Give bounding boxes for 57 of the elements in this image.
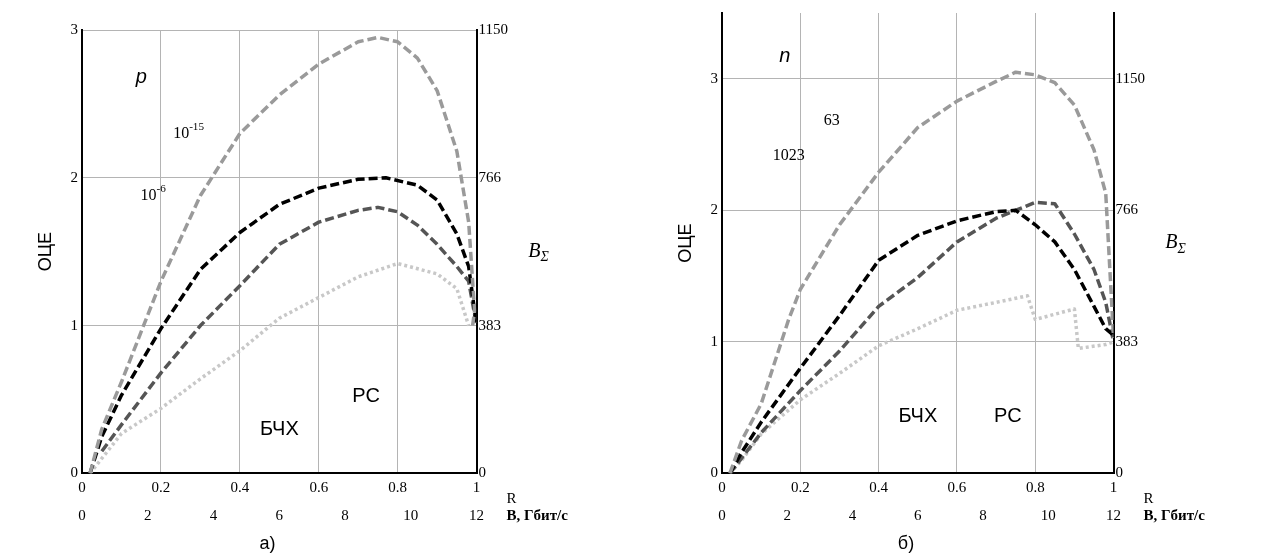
x2-tick-label: 8 — [979, 507, 987, 524]
y2-tick-label: 0 — [478, 464, 487, 481]
annotation: p — [134, 65, 147, 88]
x2-tick-label: 6 — [914, 507, 923, 524]
y-axis-title: ОЦЕ — [34, 232, 55, 272]
y-tick-label: 1 — [710, 332, 719, 349]
y2-tick-label: 1150 — [478, 20, 509, 37]
y2-tick-label: 383 — [478, 316, 502, 333]
text: б) — [897, 533, 915, 554]
annotation: n — [779, 43, 791, 66]
line-series — [728, 70, 1114, 474]
x-tick-label: 0.8 — [388, 479, 408, 496]
annotation: БЧХ — [898, 404, 938, 427]
x-tick-label: 0.4 — [869, 479, 889, 496]
x-tick-label: 1 — [472, 479, 481, 496]
x2-tick-label: 12 — [1106, 507, 1122, 524]
y2-tick-label: 383 — [1115, 332, 1139, 349]
x-tick-label: 0.8 — [1025, 479, 1045, 496]
x2-axis-title: B, Гбит/с — [1143, 507, 1206, 524]
y-tick-label: 0 — [70, 464, 79, 481]
y-tick-label: 2 — [710, 201, 719, 218]
y2-tick-label: 1150 — [1115, 69, 1146, 86]
x-axis-title: R — [506, 490, 517, 507]
y2-tick-label: 766 — [478, 168, 502, 185]
y2-tick-label: 0 — [1115, 464, 1124, 481]
annotation: 1023 — [772, 146, 805, 164]
x2-tick-label: 2 — [144, 507, 152, 524]
annotation: 63 — [823, 110, 840, 128]
x-axis-title: R — [1143, 490, 1154, 507]
x-tick-label: 0.4 — [230, 479, 250, 496]
x-tick-label: 0.6 — [947, 479, 967, 496]
y-tick-label: 1 — [70, 316, 79, 333]
y-tick-label: 2 — [70, 168, 79, 185]
line-series — [88, 35, 477, 474]
y2-tick-label: 766 — [1115, 201, 1139, 218]
x2-tick-label: 8 — [341, 507, 349, 524]
x2-axis-title: B, Гбит/с — [506, 507, 569, 524]
x2-tick-label: 12 — [469, 507, 485, 524]
x-tick-label: 0.6 — [309, 479, 329, 496]
x-tick-label: 0.2 — [151, 479, 171, 496]
x2-tick-label: 2 — [783, 507, 792, 524]
line-series — [100, 205, 477, 453]
x-tick-label: 0.2 — [791, 479, 810, 496]
x2-tick-label: 10 — [1040, 507, 1056, 524]
x2-tick-label: 4 — [209, 507, 218, 524]
x-tick-label: 1 — [1109, 479, 1118, 496]
annotation: РС — [994, 404, 1022, 427]
annotation: БЧХ — [259, 416, 299, 439]
text: а) — [259, 533, 276, 554]
x2-tick-label: 10 — [403, 507, 419, 524]
y-tick-label: 3 — [70, 20, 79, 37]
y-tick-label: 3 — [710, 69, 719, 86]
y-axis-title: ОЦЕ — [674, 223, 695, 263]
annotation: РС — [352, 384, 380, 407]
x2-tick-label: 6 — [275, 507, 284, 524]
x2-tick-label: 4 — [848, 507, 857, 524]
y-tick-label: 0 — [710, 464, 719, 481]
